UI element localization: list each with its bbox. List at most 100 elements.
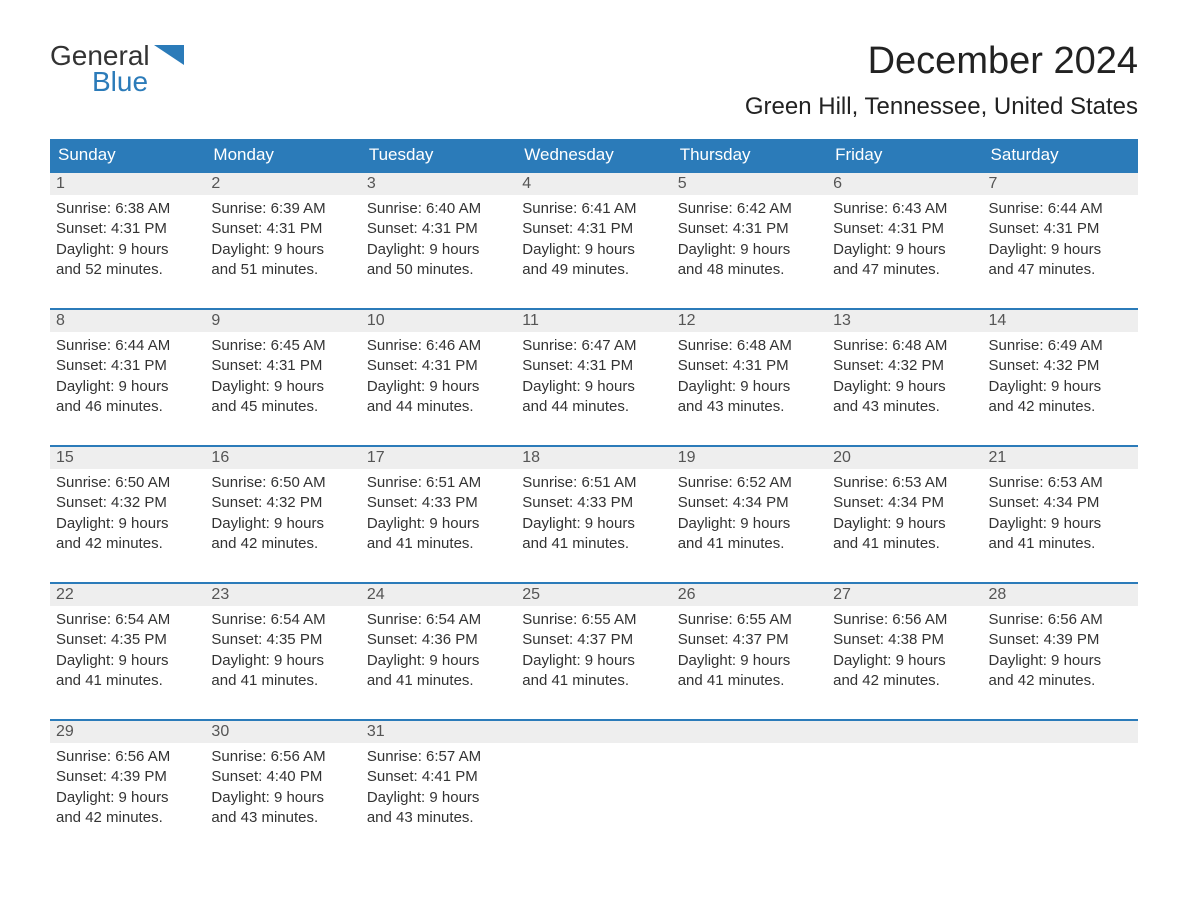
day-line-l2: Sunset: 4:37 PM <box>522 630 665 650</box>
day-cell <box>827 743 982 836</box>
dow-friday: Friday <box>827 139 982 171</box>
day-line-l3: Daylight: 9 hours <box>833 240 976 260</box>
day-line-l1: Sunrise: 6:48 AM <box>833 336 976 356</box>
day-line-l4: and 42 minutes. <box>989 397 1132 417</box>
day-number: 12 <box>672 310 827 332</box>
day-number: 5 <box>672 173 827 195</box>
day-number: 14 <box>983 310 1138 332</box>
day-number: 24 <box>361 584 516 606</box>
day-line-l3: Daylight: 9 hours <box>678 377 821 397</box>
day-line-l4: and 43 minutes. <box>678 397 821 417</box>
day-line-l2: Sunset: 4:34 PM <box>989 493 1132 513</box>
day-line-l3: Daylight: 9 hours <box>211 788 354 808</box>
day-content-row: Sunrise: 6:56 AMSunset: 4:39 PMDaylight:… <box>50 743 1138 836</box>
day-cell: Sunrise: 6:55 AMSunset: 4:37 PMDaylight:… <box>516 606 671 699</box>
calendar: Sunday Monday Tuesday Wednesday Thursday… <box>50 139 1138 836</box>
day-number <box>516 721 671 743</box>
day-line-l1: Sunrise: 6:54 AM <box>367 610 510 630</box>
day-line-l3: Daylight: 9 hours <box>833 514 976 534</box>
day-line-l2: Sunset: 4:38 PM <box>833 630 976 650</box>
day-line-l3: Daylight: 9 hours <box>522 240 665 260</box>
day-number: 18 <box>516 447 671 469</box>
day-cell: Sunrise: 6:51 AMSunset: 4:33 PMDaylight:… <box>516 469 671 562</box>
day-line-l4: and 44 minutes. <box>522 397 665 417</box>
day-cell: Sunrise: 6:54 AMSunset: 4:35 PMDaylight:… <box>50 606 205 699</box>
day-number: 6 <box>827 173 982 195</box>
day-line-l2: Sunset: 4:33 PM <box>367 493 510 513</box>
dow-thursday: Thursday <box>672 139 827 171</box>
day-line-l4: and 43 minutes. <box>367 808 510 828</box>
day-cell <box>672 743 827 836</box>
day-line-l1: Sunrise: 6:56 AM <box>211 747 354 767</box>
day-line-l2: Sunset: 4:41 PM <box>367 767 510 787</box>
day-line-l4: and 43 minutes. <box>833 397 976 417</box>
dow-wednesday: Wednesday <box>516 139 671 171</box>
week-row: 22232425262728Sunrise: 6:54 AMSunset: 4:… <box>50 582 1138 699</box>
day-line-l4: and 41 minutes. <box>522 671 665 691</box>
day-line-l4: and 46 minutes. <box>56 397 199 417</box>
day-cell: Sunrise: 6:43 AMSunset: 4:31 PMDaylight:… <box>827 195 982 288</box>
day-line-l1: Sunrise: 6:42 AM <box>678 199 821 219</box>
day-line-l1: Sunrise: 6:55 AM <box>522 610 665 630</box>
day-line-l3: Daylight: 9 hours <box>56 377 199 397</box>
day-line-l1: Sunrise: 6:50 AM <box>56 473 199 493</box>
day-line-l1: Sunrise: 6:40 AM <box>367 199 510 219</box>
week-row: 891011121314Sunrise: 6:44 AMSunset: 4:31… <box>50 308 1138 425</box>
day-number: 27 <box>827 584 982 606</box>
day-line-l2: Sunset: 4:31 PM <box>211 219 354 239</box>
day-line-l3: Daylight: 9 hours <box>522 377 665 397</box>
day-number: 15 <box>50 447 205 469</box>
day-number: 4 <box>516 173 671 195</box>
dow-saturday: Saturday <box>983 139 1138 171</box>
day-line-l4: and 51 minutes. <box>211 260 354 280</box>
day-number: 29 <box>50 721 205 743</box>
day-number: 11 <box>516 310 671 332</box>
day-line-l2: Sunset: 4:35 PM <box>56 630 199 650</box>
day-number: 8 <box>50 310 205 332</box>
day-line-l3: Daylight: 9 hours <box>211 377 354 397</box>
day-line-l4: and 42 minutes. <box>56 808 199 828</box>
day-line-l1: Sunrise: 6:51 AM <box>522 473 665 493</box>
day-line-l4: and 42 minutes. <box>989 671 1132 691</box>
day-line-l4: and 41 minutes. <box>833 534 976 554</box>
day-line-l2: Sunset: 4:31 PM <box>678 356 821 376</box>
day-cell: Sunrise: 6:54 AMSunset: 4:36 PMDaylight:… <box>361 606 516 699</box>
day-number: 26 <box>672 584 827 606</box>
day-line-l4: and 41 minutes. <box>678 671 821 691</box>
day-line-l4: and 45 minutes. <box>211 397 354 417</box>
day-cell: Sunrise: 6:52 AMSunset: 4:34 PMDaylight:… <box>672 469 827 562</box>
day-line-l1: Sunrise: 6:49 AM <box>989 336 1132 356</box>
day-line-l4: and 41 minutes. <box>56 671 199 691</box>
day-line-l4: and 52 minutes. <box>56 260 199 280</box>
day-cell <box>516 743 671 836</box>
week-row: 1234567Sunrise: 6:38 AMSunset: 4:31 PMDa… <box>50 171 1138 288</box>
day-cell: Sunrise: 6:44 AMSunset: 4:31 PMDaylight:… <box>983 195 1138 288</box>
day-content-row: Sunrise: 6:44 AMSunset: 4:31 PMDaylight:… <box>50 332 1138 425</box>
day-line-l2: Sunset: 4:35 PM <box>211 630 354 650</box>
day-line-l2: Sunset: 4:33 PM <box>522 493 665 513</box>
day-line-l4: and 42 minutes. <box>211 534 354 554</box>
day-line-l2: Sunset: 4:31 PM <box>833 219 976 239</box>
day-line-l3: Daylight: 9 hours <box>989 514 1132 534</box>
day-number: 13 <box>827 310 982 332</box>
day-cell: Sunrise: 6:38 AMSunset: 4:31 PMDaylight:… <box>50 195 205 288</box>
day-cell: Sunrise: 6:57 AMSunset: 4:41 PMDaylight:… <box>361 743 516 836</box>
day-line-l1: Sunrise: 6:56 AM <box>833 610 976 630</box>
day-number: 31 <box>361 721 516 743</box>
day-line-l1: Sunrise: 6:51 AM <box>367 473 510 493</box>
day-line-l3: Daylight: 9 hours <box>367 788 510 808</box>
day-line-l2: Sunset: 4:31 PM <box>522 356 665 376</box>
day-line-l1: Sunrise: 6:39 AM <box>211 199 354 219</box>
day-number: 3 <box>361 173 516 195</box>
day-cell: Sunrise: 6:40 AMSunset: 4:31 PMDaylight:… <box>361 195 516 288</box>
day-line-l3: Daylight: 9 hours <box>678 240 821 260</box>
day-line-l3: Daylight: 9 hours <box>367 377 510 397</box>
day-line-l1: Sunrise: 6:50 AM <box>211 473 354 493</box>
title-block: December 2024 Green Hill, Tennessee, Uni… <box>745 40 1138 121</box>
day-line-l4: and 48 minutes. <box>678 260 821 280</box>
day-cell: Sunrise: 6:54 AMSunset: 4:35 PMDaylight:… <box>205 606 360 699</box>
day-number: 23 <box>205 584 360 606</box>
day-cell: Sunrise: 6:53 AMSunset: 4:34 PMDaylight:… <box>983 469 1138 562</box>
day-line-l3: Daylight: 9 hours <box>56 788 199 808</box>
day-cell: Sunrise: 6:47 AMSunset: 4:31 PMDaylight:… <box>516 332 671 425</box>
